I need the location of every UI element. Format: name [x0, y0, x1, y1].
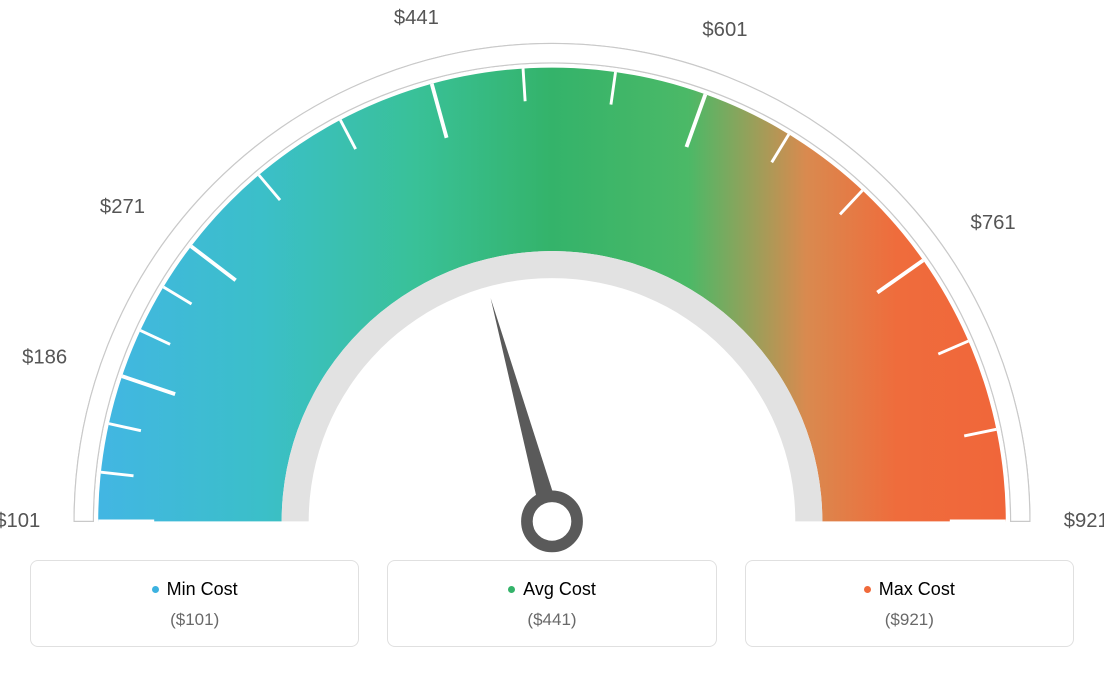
max-cost-title: Max Cost: [864, 579, 955, 600]
cost-gauge: $101 $186 $271 $441 $601 $761 $921: [0, 0, 1104, 560]
gauge-tick-label: $271: [100, 196, 145, 218]
gauge-tick-label: $441: [394, 7, 439, 29]
avg-dot-icon: [508, 586, 515, 593]
avg-cost-value: ($441): [398, 610, 705, 630]
gauge-tick-label: $601: [702, 19, 747, 41]
min-cost-label: Min Cost: [167, 579, 238, 600]
max-cost-value: ($921): [756, 610, 1063, 630]
min-dot-icon: [152, 586, 159, 593]
avg-cost-title: Avg Cost: [508, 579, 596, 600]
max-cost-card: Max Cost ($921): [745, 560, 1074, 647]
avg-cost-label: Avg Cost: [523, 579, 596, 600]
gauge-tick-label: $186: [22, 346, 67, 368]
max-dot-icon: [864, 586, 871, 593]
avg-cost-card: Avg Cost ($441): [387, 560, 716, 647]
min-cost-value: ($101): [41, 610, 348, 630]
gauge-tick-label: $101: [0, 510, 40, 532]
summary-row: Min Cost ($101) Avg Cost ($441) Max Cost…: [0, 560, 1104, 647]
min-cost-card: Min Cost ($101): [30, 560, 359, 647]
gauge-tick-label: $921: [1064, 510, 1104, 532]
gauge-tick-label: $761: [971, 212, 1016, 234]
max-cost-label: Max Cost: [879, 579, 955, 600]
min-cost-title: Min Cost: [152, 579, 238, 600]
